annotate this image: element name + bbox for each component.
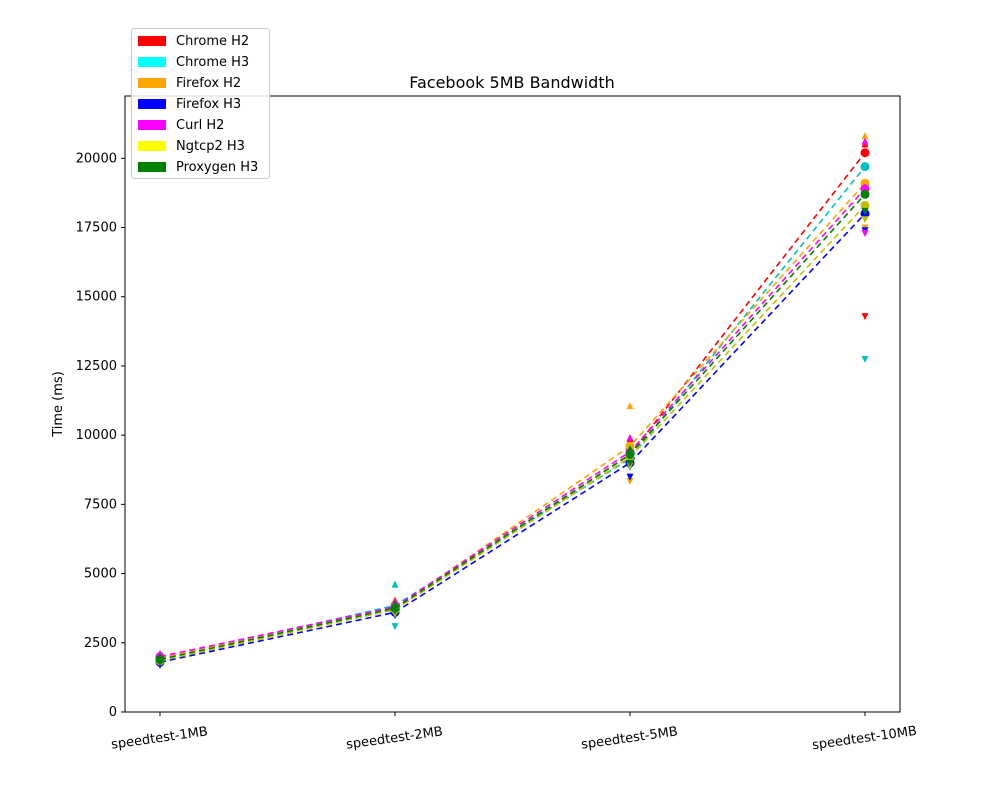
legend-entry: Curl H2 [138, 116, 224, 134]
max-marker [861, 162, 869, 170]
y-tick-label: 12500 [76, 359, 117, 374]
legend-label: Chrome H2 [176, 33, 250, 49]
series-line [159, 204, 866, 662]
legend-swatch [138, 141, 166, 151]
x-tick-label: speedtest-10MB [811, 724, 918, 754]
min-marker [861, 313, 869, 321]
legend-entry: Chrome H2 [138, 32, 249, 50]
min-marker [861, 356, 869, 364]
legend-label: Curl H2 [176, 117, 225, 133]
legend-swatch [138, 36, 166, 46]
min-marker [626, 477, 634, 485]
y-tick-label: 20000 [76, 151, 117, 166]
legend: Chrome H2 Chrome H3 Firefox H2 Firefox H3 Cu… [131, 28, 270, 179]
y-axis-label: Time (ms) [51, 371, 66, 438]
series-line [159, 188, 866, 658]
legend-label: Firefox H2 [176, 75, 242, 91]
y-tick-label: 5000 [84, 567, 117, 582]
legend-entry: Proxygen H3 [138, 158, 258, 176]
series-line [159, 193, 866, 661]
min-marker [391, 607, 399, 615]
chart-title: Facebook 5MB Bandwidth [409, 73, 615, 92]
min-marker [861, 207, 869, 215]
max-marker [861, 190, 869, 198]
y-tick-label: 10000 [76, 428, 117, 443]
legend-swatch [138, 162, 166, 172]
series-line [159, 166, 866, 661]
min-marker [391, 623, 399, 631]
series-line [159, 182, 866, 659]
data-point [860, 148, 870, 158]
min-marker [156, 659, 164, 667]
max-marker [391, 600, 399, 608]
legend-entry: Firefox H2 [138, 74, 241, 92]
x-tick-label: speedtest-1MB [110, 724, 208, 752]
data-point [625, 450, 635, 460]
series-line [159, 213, 866, 663]
max-marker [861, 137, 869, 145]
legend-label: Proxygen H3 [176, 159, 259, 175]
y-tick-label: 0 [109, 705, 117, 720]
min-marker [626, 473, 634, 481]
legend-swatch [138, 99, 166, 109]
legend-label: Firefox H3 [176, 96, 242, 112]
max-marker [626, 444, 634, 452]
x-tick-label: speedtest-5MB [580, 724, 678, 752]
legend-label: Chrome H3 [176, 54, 250, 70]
y-tick-label: 17500 [76, 221, 117, 236]
legend-entry: Ngtcp2 H3 [138, 137, 245, 155]
legend-label: Ngtcp2 H3 [176, 138, 245, 154]
legend-entry: Chrome H3 [138, 53, 249, 71]
x-tick-label: speedtest-2MB [345, 724, 443, 752]
max-marker [626, 402, 634, 410]
min-marker [861, 230, 869, 238]
legend-entry: Firefox H3 [138, 95, 241, 113]
y-tick-label: 2500 [84, 636, 117, 651]
max-marker [626, 433, 634, 441]
max-marker [861, 132, 869, 140]
plot-frame [124, 95, 901, 713]
max-marker [156, 652, 164, 660]
y-tick-label: 15000 [76, 290, 117, 305]
min-marker [626, 459, 634, 467]
legend-swatch [138, 78, 166, 88]
series-line [159, 152, 866, 659]
max-marker [861, 201, 869, 209]
min-marker [861, 216, 869, 224]
max-marker [391, 580, 399, 588]
legend-swatch [138, 120, 166, 130]
legend-swatch [138, 57, 166, 67]
y-tick-label: 7500 [84, 497, 117, 512]
